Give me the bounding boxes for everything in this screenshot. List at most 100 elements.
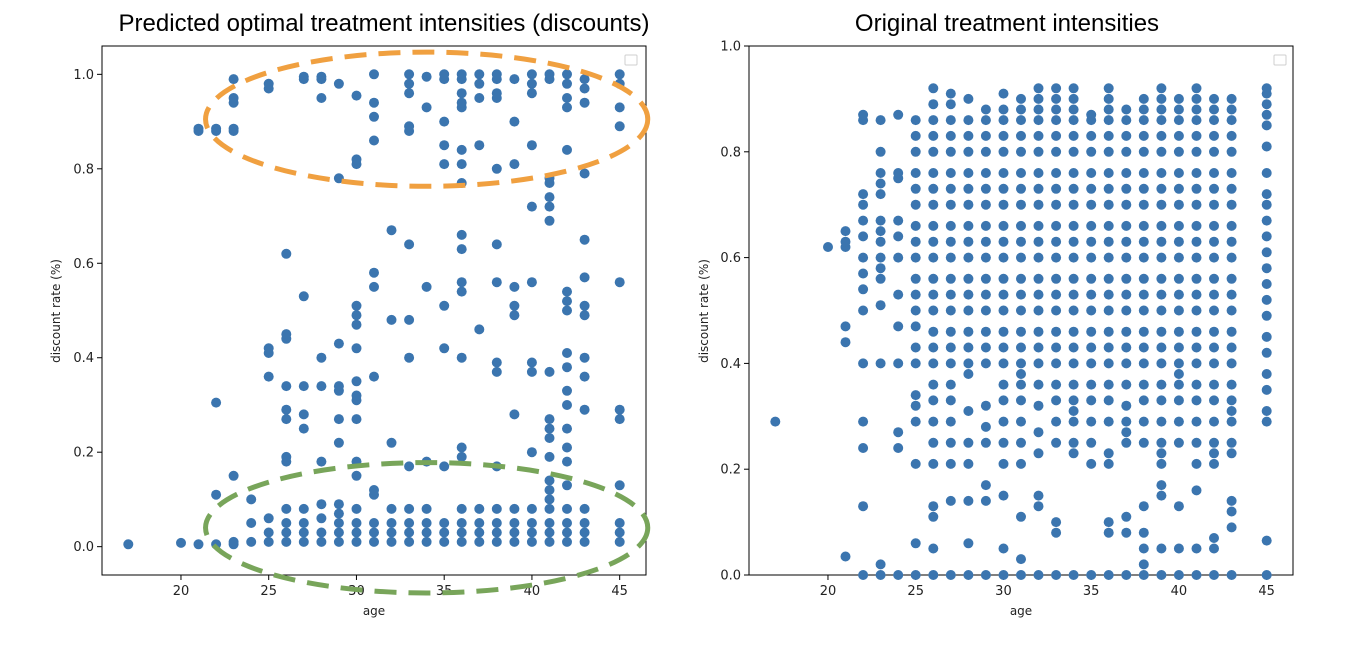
left-scatter-point: [456, 286, 467, 297]
right-scatter-point: [1051, 517, 1062, 528]
right-scatter-point: [980, 183, 991, 194]
right-scatter-point: [1051, 199, 1062, 210]
left-scatter-point: [421, 527, 432, 538]
right-scatter-point: [1051, 416, 1062, 427]
right-scatter-point: [963, 570, 974, 580]
right-scatter-point: [998, 543, 1009, 554]
right-scatter-point: [1138, 501, 1149, 512]
right-scatter-point: [1191, 183, 1202, 194]
right-scatter-point: [928, 220, 939, 231]
right-x-tick-label: 20: [820, 584, 837, 599]
right-scatter-point: [1103, 326, 1114, 337]
right-scatter-point: [963, 538, 974, 549]
right-y-tick-label: 0.8: [720, 145, 741, 160]
right-scatter-point: [1173, 326, 1184, 337]
right-scatter-point: [945, 358, 956, 369]
right-scatter-point: [910, 199, 921, 210]
left-scatter-point: [491, 69, 502, 80]
right-scatter-point: [1103, 379, 1114, 390]
right-scatter-point: [1051, 437, 1062, 448]
right-scatter-point: [1191, 130, 1202, 141]
left-scatter-point: [333, 527, 344, 538]
right-scatter-point: [998, 358, 1009, 369]
left-scatter-point: [281, 404, 292, 415]
right-scatter-point: [1138, 358, 1149, 369]
right-scatter-point: [1033, 490, 1044, 501]
right-scatter-point: [1261, 99, 1272, 110]
left-scatter-point: [526, 78, 537, 89]
right-scatter-point: [1138, 559, 1149, 570]
right-scatter-point: [1103, 236, 1114, 247]
right-scatter-point: [1103, 342, 1114, 353]
right-scatter-point: [980, 342, 991, 353]
right-scatter-point: [1016, 130, 1026, 141]
right-scatter-point: [945, 220, 956, 231]
right-scatter-point: [1173, 570, 1184, 580]
left-scatter-point: [246, 518, 257, 528]
right-scatter-point: [1121, 236, 1132, 247]
right-scatter-point: [963, 199, 974, 210]
right-x-tick-label: 25: [907, 584, 924, 599]
left-scatter-point: [298, 518, 309, 528]
right-scatter-point: [1156, 183, 1167, 194]
left-scatter-point: [439, 461, 450, 472]
right-scatter-point: [1209, 130, 1219, 141]
right-scatter-point: [1173, 183, 1184, 194]
left-scatter-point: [263, 343, 274, 354]
left-scatter-point: [456, 451, 467, 462]
left-scatter-point: [298, 71, 309, 82]
right-scatter-point: [1121, 199, 1132, 210]
right-scatter-point: [998, 437, 1009, 448]
right-scatter-point: [1103, 305, 1114, 316]
right-scatter-point: [980, 252, 991, 263]
right-scatter-point: [928, 99, 939, 110]
right-scatter-point: [1121, 146, 1132, 157]
left-scatter-point: [562, 144, 572, 155]
right-scatter-point: [1016, 146, 1026, 157]
left-scatter-point: [562, 362, 572, 373]
right-scatter-point: [1016, 437, 1026, 448]
right-scatter-point: [1209, 183, 1219, 194]
right-scatter-point: [1138, 543, 1149, 554]
left-scatter-point: [316, 527, 327, 538]
right-scatter-point: [1016, 379, 1026, 390]
right-scatter-point: [1209, 289, 1219, 300]
left-scatter-point: [404, 121, 415, 132]
right-scatter-point: [998, 199, 1009, 210]
left-scatter-point: [526, 503, 537, 514]
right-scatter-point: [1086, 358, 1097, 369]
left-scatter-point: [404, 461, 415, 472]
right-scatter-point: [1121, 289, 1132, 300]
right-scatter-point: [1173, 130, 1184, 141]
right-scatter-point: [1103, 252, 1114, 263]
left-scatter-point: [562, 536, 572, 547]
right-scatter-point: [875, 263, 886, 274]
left-scatter-point: [404, 88, 415, 99]
left-scatter-point: [509, 116, 520, 127]
left-scatter-point: [579, 300, 590, 311]
left-scatter-point: [526, 366, 537, 377]
right-scatter-point: [1226, 104, 1237, 115]
right-scatter-point: [1156, 490, 1167, 501]
right-scatter-point: [980, 570, 991, 580]
right-scatter-point: [980, 421, 991, 432]
right-scatter-point: [1156, 168, 1167, 178]
left-scatter-point: [526, 518, 537, 528]
left-scatter-point: [281, 536, 292, 547]
right-scatter-point: [1068, 104, 1079, 115]
right-scatter-point: [1191, 437, 1202, 448]
left-scatter-point: [439, 536, 450, 547]
right-scatter-point: [1156, 395, 1167, 406]
left-scatter-point: [211, 123, 222, 134]
right-scatter-point: [1086, 273, 1097, 284]
right-scatter-point: [1209, 358, 1219, 369]
right-scatter-point: [1226, 342, 1237, 353]
right-scatter-point: [945, 115, 956, 126]
left-scatter-point: [386, 527, 397, 538]
right-scatter-point: [998, 305, 1009, 316]
right-scatter-point: [858, 231, 869, 242]
right-scatter-point: [1016, 93, 1026, 104]
right-scatter-point: [1209, 199, 1219, 210]
right-scatter-point: [1261, 263, 1272, 274]
right-scatter-point: [1173, 369, 1184, 379]
